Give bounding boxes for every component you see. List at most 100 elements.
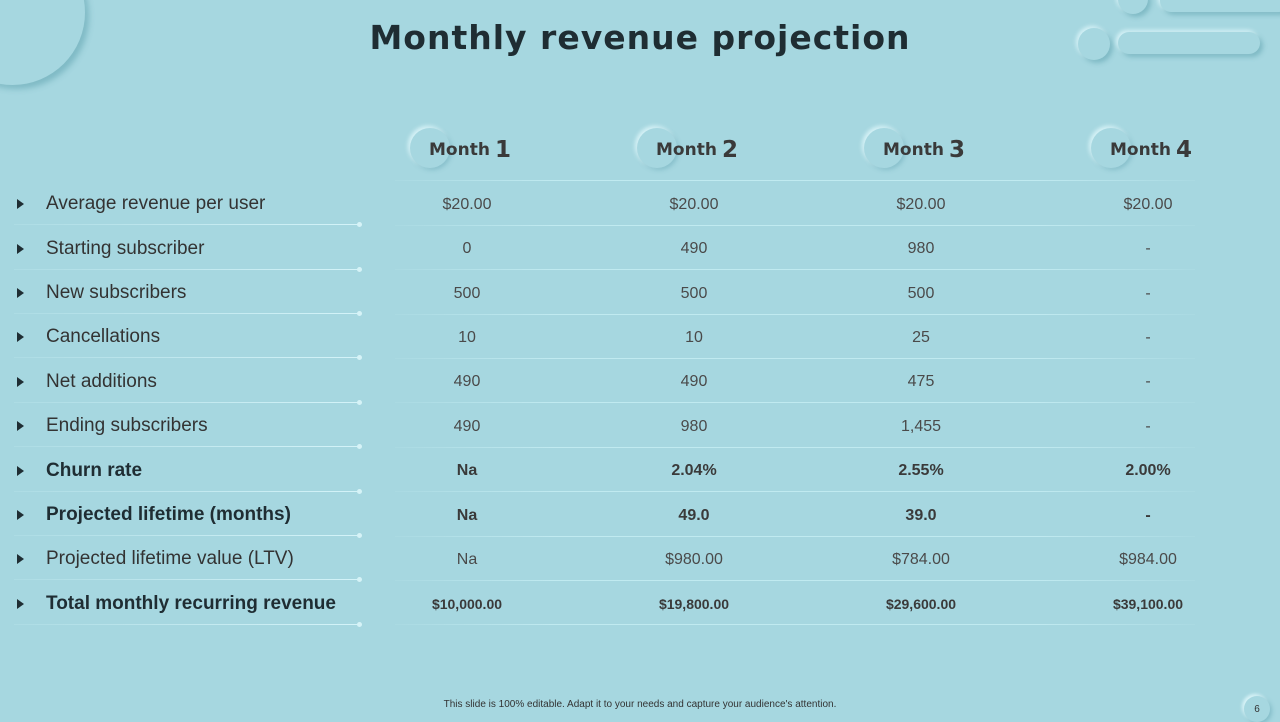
page-number: 6 [1244, 696, 1270, 722]
table-cell: Na [456, 462, 478, 479]
header-bubble [410, 128, 450, 168]
table-cell: $20.00 [896, 196, 946, 213]
table-cell: 2.00% [1125, 462, 1171, 479]
table-cell: 2.04% [671, 462, 717, 479]
label-divider [14, 444, 362, 449]
table-cell: 490 [680, 373, 708, 390]
row-divider [395, 536, 1195, 537]
column-header-month-2: Month 2 [617, 128, 777, 172]
bullet-triangle-icon [17, 466, 24, 476]
table-cell: 490 [453, 418, 481, 435]
decorative-pill [1160, 0, 1280, 12]
header-bubble [864, 128, 904, 168]
row-label: Average revenue per user [14, 182, 364, 226]
row-label-text: Churn rate [46, 460, 143, 481]
footer-note: This slide is 100% editable. Adapt it to… [443, 699, 837, 710]
table-cell: 490 [453, 373, 481, 390]
column-header-number: 4 [1175, 137, 1192, 163]
label-divider [14, 311, 362, 316]
row-label: Total monthly recurring revenue [14, 582, 364, 626]
table-cell: 25 [912, 329, 930, 346]
row-label: Churn rate [14, 449, 364, 493]
row-divider [395, 491, 1195, 492]
bullet-triangle-icon [17, 332, 24, 342]
bullet-triangle-icon [17, 199, 24, 209]
row-label-text: Average revenue per user [46, 193, 266, 214]
row-label-text: Ending subscribers [46, 415, 208, 436]
row-label-text: Starting subscriber [46, 238, 205, 259]
column-header-month-4: Month 4 [1071, 128, 1231, 172]
row-label: New subscribers [14, 271, 364, 315]
header-bubble [637, 128, 677, 168]
column-header-month-3: Month 3 [844, 128, 1004, 172]
table-cell: $10,000.00 [431, 596, 503, 612]
table-cell: $39,100.00 [1112, 596, 1184, 612]
table-cell: 49.0 [678, 507, 710, 524]
table-cell: Na [456, 507, 478, 524]
table-cell: 1,455 [900, 418, 942, 435]
row-divider [395, 580, 1195, 581]
header-bubble [1091, 128, 1131, 168]
table-cell: Na [456, 551, 478, 568]
table-cell: - [1145, 329, 1151, 346]
bullet-triangle-icon [17, 421, 24, 431]
table-cell: 980 [680, 418, 708, 435]
label-divider [14, 533, 362, 538]
table-cell: 2.55% [898, 462, 944, 479]
table-cell: - [1145, 285, 1151, 302]
table-cell: 490 [680, 240, 708, 257]
table-cell: $984.00 [1119, 551, 1177, 568]
label-divider [14, 355, 362, 360]
bullet-triangle-icon [17, 599, 24, 609]
table-cell: $20.00 [442, 196, 492, 213]
row-label: Cancellations [14, 315, 364, 359]
row-label-text: Cancellations [46, 326, 161, 347]
row-divider [395, 269, 1195, 270]
table-cell: $29,600.00 [885, 596, 957, 612]
column-header-number: 3 [948, 137, 965, 163]
bullet-triangle-icon [17, 554, 24, 564]
table-cell: 500 [453, 285, 481, 302]
table-cell: - [1145, 373, 1151, 390]
decorative-dot [1118, 0, 1148, 14]
bullet-triangle-icon [17, 244, 24, 254]
table-cell: 39.0 [905, 507, 937, 524]
column-header-number: 2 [721, 137, 738, 163]
decorative-dot [1078, 28, 1110, 60]
table-cell: - [1145, 507, 1151, 524]
row-divider [395, 358, 1195, 359]
table-cell: $19,800.00 [658, 596, 730, 612]
column-header-month-1: Month 1 [390, 128, 550, 172]
label-divider [14, 577, 362, 582]
slide-title: Monthly revenue projection [369, 18, 911, 57]
row-label-text: Projected lifetime (months) [46, 504, 291, 525]
row-label-text: Total monthly recurring revenue [46, 593, 336, 614]
table-cell: $980.00 [665, 551, 723, 568]
row-divider [395, 447, 1195, 448]
row-divider [395, 314, 1195, 315]
row-divider [395, 624, 1195, 625]
table-cell: 500 [907, 285, 935, 302]
label-divider [14, 400, 362, 405]
bullet-triangle-icon [17, 288, 24, 298]
column-header-label: Month [656, 140, 717, 160]
table-cell: 0 [462, 240, 472, 257]
row-divider [395, 180, 1195, 181]
table-cell: $784.00 [892, 551, 950, 568]
row-label-text: Projected lifetime value (LTV) [46, 548, 294, 569]
table-cell: 10 [685, 329, 703, 346]
row-label: Net additions [14, 360, 364, 404]
label-divider [14, 489, 362, 494]
row-label-text: Net additions [46, 371, 157, 392]
table-cell: $20.00 [1123, 196, 1173, 213]
row-label: Projected lifetime value (LTV) [14, 537, 364, 581]
table-cell: 980 [907, 240, 935, 257]
column-header-label: Month [1110, 140, 1171, 160]
table-cell: 475 [907, 373, 935, 390]
column-header-label: Month [883, 140, 944, 160]
row-divider [395, 402, 1195, 403]
bullet-triangle-icon [17, 510, 24, 520]
label-divider [14, 267, 362, 272]
column-header-number: 1 [494, 137, 511, 163]
row-label: Ending subscribers [14, 404, 364, 448]
